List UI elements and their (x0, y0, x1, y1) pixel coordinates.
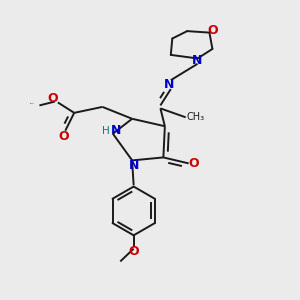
Text: O: O (128, 245, 139, 258)
Text: N: N (128, 159, 139, 172)
Text: O: O (208, 24, 218, 37)
Text: methyl: methyl (30, 102, 34, 104)
Text: H: H (101, 126, 109, 136)
Text: O: O (189, 157, 199, 170)
Text: N: N (111, 124, 121, 137)
Text: CH₃: CH₃ (186, 112, 204, 122)
Text: N: N (192, 54, 203, 67)
Text: O: O (47, 92, 58, 105)
Text: O: O (58, 130, 69, 142)
Text: N: N (164, 78, 175, 91)
